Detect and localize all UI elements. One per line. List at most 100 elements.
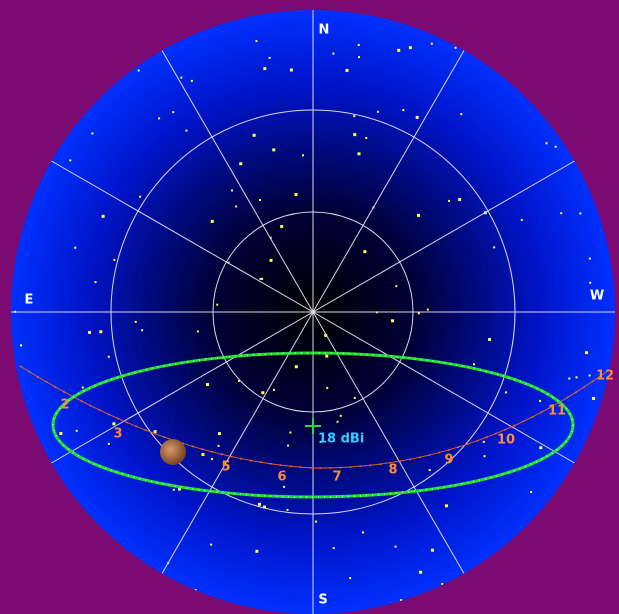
star — [332, 52, 335, 55]
star — [357, 152, 361, 156]
star — [259, 278, 262, 281]
star — [607, 530, 610, 533]
compass-north: N — [319, 23, 330, 38]
star — [583, 572, 587, 576]
star — [417, 312, 420, 315]
star — [91, 132, 94, 135]
star — [395, 285, 398, 288]
star — [357, 44, 360, 47]
star — [263, 67, 267, 71]
hour-label: 12 — [596, 369, 614, 384]
hour-labels: 2 3 5 6 7 8 9 10 11 12 — [60, 369, 614, 485]
star — [365, 136, 368, 139]
star — [589, 496, 592, 499]
star — [217, 444, 220, 447]
compass-east: E — [25, 293, 34, 308]
star — [428, 469, 431, 472]
star — [269, 258, 273, 262]
hour-label: 8 — [388, 463, 397, 478]
star — [579, 212, 582, 215]
star — [255, 40, 258, 43]
star — [40, 20, 43, 23]
star — [419, 570, 423, 574]
star — [572, 575, 575, 578]
compass-south: S — [318, 593, 327, 608]
star — [426, 308, 429, 311]
star — [217, 432, 221, 436]
star — [273, 388, 276, 391]
star — [94, 281, 97, 284]
star — [107, 76, 111, 80]
star — [539, 446, 543, 450]
grid — [11, 10, 615, 614]
star — [137, 69, 140, 72]
satellite-track — [19, 365, 607, 469]
star — [69, 159, 72, 162]
star — [134, 320, 137, 323]
hour-label: 5 — [221, 460, 230, 475]
star — [472, 601, 475, 604]
star — [238, 379, 241, 382]
compass-west: W — [590, 289, 604, 304]
star — [287, 444, 290, 447]
star — [75, 429, 78, 432]
star — [353, 396, 356, 399]
star — [444, 504, 448, 508]
star — [194, 589, 197, 592]
star — [261, 391, 265, 395]
star — [530, 491, 533, 494]
star — [280, 225, 284, 229]
star — [400, 599, 403, 602]
star — [257, 502, 261, 506]
star — [363, 250, 367, 254]
star — [353, 115, 356, 118]
star — [177, 487, 181, 491]
star — [345, 68, 349, 72]
star — [137, 563, 141, 567]
star — [239, 162, 243, 166]
star — [272, 148, 276, 152]
star — [376, 110, 379, 113]
star — [319, 440, 322, 443]
star — [568, 31, 571, 34]
star — [458, 197, 462, 201]
star — [289, 431, 292, 434]
star — [315, 520, 318, 523]
star — [113, 258, 116, 261]
stars — [13, 16, 610, 604]
star — [210, 219, 214, 223]
star — [13, 92, 16, 95]
star — [171, 28, 174, 31]
star — [153, 430, 157, 434]
beam-footprint-dots — [52, 352, 574, 498]
star — [87, 330, 91, 334]
star — [568, 25, 571, 28]
star — [53, 38, 56, 41]
star — [127, 59, 130, 62]
star — [504, 391, 507, 394]
star — [349, 577, 352, 580]
star — [27, 553, 30, 556]
star — [294, 365, 298, 369]
star — [107, 355, 110, 358]
star — [112, 422, 116, 426]
star — [62, 85, 66, 89]
star — [468, 575, 471, 578]
star — [269, 236, 272, 239]
star — [549, 118, 552, 121]
hour-label: 7 — [332, 470, 341, 485]
star — [585, 351, 589, 355]
star — [66, 558, 69, 561]
hour-label: 3 — [113, 427, 122, 442]
star — [362, 531, 365, 534]
planet-jupiter — [160, 439, 186, 465]
star — [454, 46, 457, 49]
star — [268, 56, 271, 59]
star — [231, 189, 234, 192]
star — [70, 513, 73, 516]
star — [415, 115, 419, 119]
star — [488, 337, 492, 341]
star — [537, 106, 540, 109]
star — [568, 377, 571, 380]
